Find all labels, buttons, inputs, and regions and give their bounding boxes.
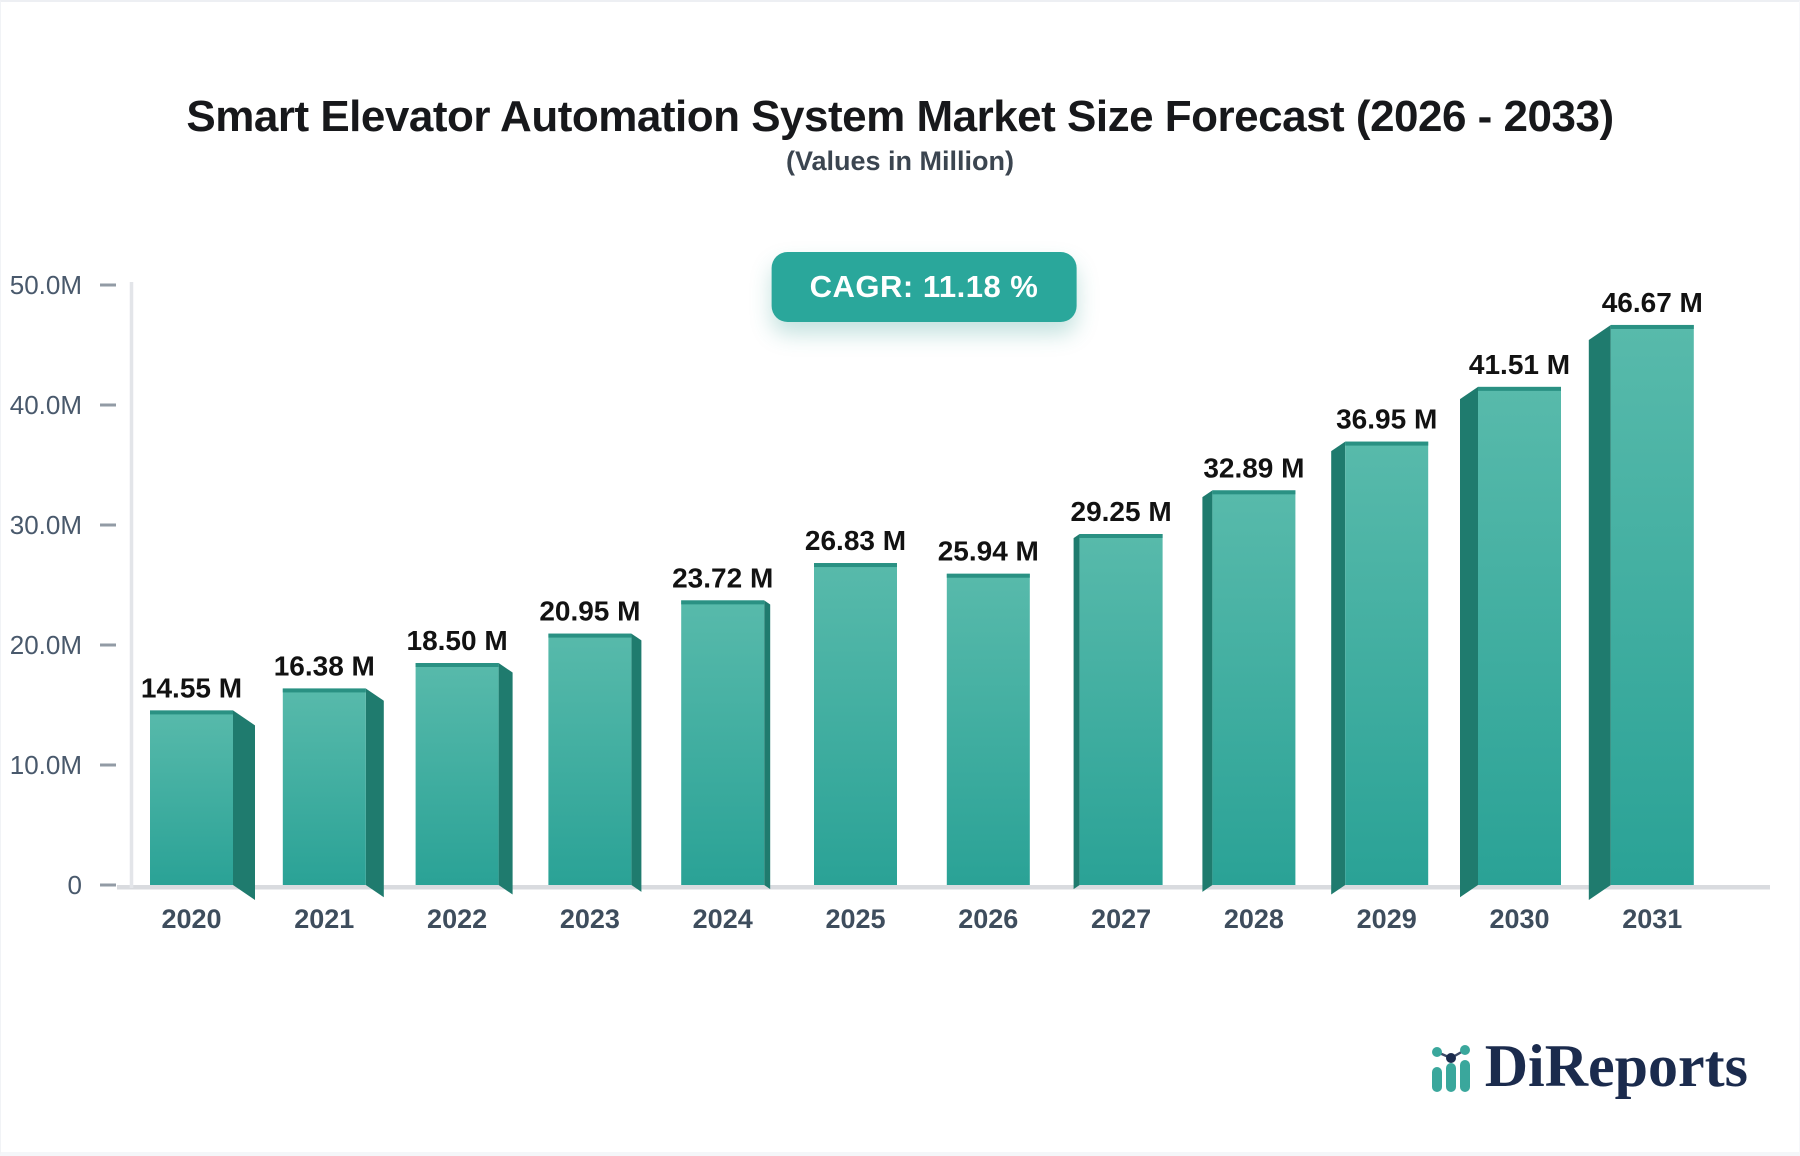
bar-2023: 20.95 M 2023 — [539, 596, 642, 934]
bar-top-edge — [946, 573, 1030, 578]
x-axis-label: 2024 — [693, 904, 753, 934]
bar-2030: 41.51 M 2030 — [1460, 349, 1570, 934]
bar-top-edge — [548, 633, 632, 638]
x-axis-baseline — [117, 885, 1770, 890]
bar-top-edge — [1478, 386, 1561, 391]
bar-front-face — [1345, 441, 1429, 885]
bar-front-face — [1478, 386, 1561, 885]
x-axis-label: 2020 — [161, 904, 221, 934]
bar-side-face — [1073, 534, 1080, 890]
bar-2025: 26.83 M 2025 — [805, 525, 906, 934]
bar-front-face — [282, 688, 366, 885]
bar-top-edge — [1345, 441, 1429, 446]
y-tick-label: 10.0M — [10, 750, 82, 780]
bar-value-label: 16.38 M — [274, 650, 375, 681]
bar-front-face — [1079, 534, 1163, 885]
x-axis-label: 2028 — [1224, 904, 1284, 934]
x-axis-label: 2022 — [427, 904, 487, 934]
chart-subtitle: (Values in Million) — [785, 146, 1015, 176]
bar-top-edge — [415, 663, 499, 667]
bar-front-face — [681, 600, 765, 885]
x-axis-label: 2029 — [1357, 904, 1417, 934]
y-tick-label: 50.0M — [10, 270, 82, 300]
bar-top-edge — [1079, 534, 1163, 538]
bar-2029: 36.95 M 2029 — [1331, 404, 1437, 934]
x-axis-label: 2025 — [825, 904, 885, 934]
bar-front-face — [548, 633, 632, 885]
bar-value-label: 23.72 M — [672, 562, 773, 593]
bar-front-face — [415, 663, 499, 885]
y-tick-label: 20.0M — [10, 630, 82, 660]
x-axis-label: 2023 — [560, 904, 620, 934]
bar-side-face — [1460, 386, 1478, 898]
bar-side-face — [1331, 441, 1346, 895]
bar-2024: 23.72 M 2024 — [672, 562, 773, 934]
bar-front-face — [150, 710, 233, 885]
bar-2022: 18.50 M 2022 — [407, 625, 513, 934]
bar-side-face — [1202, 490, 1213, 892]
bar-front-face — [1212, 490, 1296, 885]
bar-side-face — [365, 688, 384, 898]
bar-value-label: 41.51 M — [1469, 349, 1570, 380]
bar-side-face — [1588, 324, 1611, 901]
bar-2021: 16.38 M 2021 — [274, 650, 384, 934]
bar-2027: 29.25 M 2027 — [1071, 496, 1172, 934]
bar-2026: 25.94 M 2026 — [938, 536, 1039, 934]
direports-logo: DiReports — [1431, 1032, 1748, 1099]
bar-front-face — [814, 563, 897, 885]
bar-value-label: 46.67 M — [1602, 287, 1703, 318]
bar-value-label: 32.89 M — [1203, 452, 1304, 483]
bar-side-face — [233, 710, 255, 900]
bar-top-edge — [1212, 490, 1296, 495]
bar-value-label: 20.95 M — [539, 596, 640, 627]
bar-2020: 14.55 M 2020 — [141, 672, 255, 934]
x-axis-label: 2030 — [1489, 904, 1549, 934]
chart-title: Smart Elevator Automation System Market … — [186, 92, 1614, 141]
bar-top-edge — [282, 688, 366, 693]
bar-front-face — [1610, 324, 1694, 886]
x-axis-label: 2021 — [294, 904, 354, 934]
bar-value-label: 29.25 M — [1071, 496, 1172, 527]
bar-value-label: 18.50 M — [407, 625, 508, 656]
cagr-badge: CAGR: 11.18 % — [771, 252, 1077, 322]
y-tick-label: 30.0M — [10, 510, 82, 540]
bar-2031: 46.67 M 2031 — [1588, 287, 1703, 934]
x-axis-label: 2027 — [1091, 904, 1151, 934]
bar-2028: 32.89 M 2028 — [1202, 452, 1304, 934]
bar-value-label: 36.95 M — [1336, 404, 1437, 435]
y-tick-label: 0 — [68, 870, 82, 900]
bar-top-edge — [150, 710, 233, 715]
y-tick-label: 40.0M — [10, 390, 82, 420]
logo-text: DiReports — [1484, 1032, 1748, 1099]
bar-value-label: 25.94 M — [938, 536, 1039, 567]
bar-side-face — [764, 600, 771, 890]
bar-value-label: 14.55 M — [141, 672, 242, 703]
bar-front-face — [946, 573, 1030, 885]
bar-value-label: 26.83 M — [805, 525, 906, 556]
bar-top-edge — [681, 600, 765, 605]
x-axis-label: 2026 — [958, 904, 1018, 934]
x-axis-label: 2031 — [1622, 904, 1682, 934]
bar-side-face — [631, 633, 642, 892]
bar-top-edge — [1610, 324, 1694, 329]
bar-side-face — [498, 663, 513, 895]
bar-chart-logo-icon — [1431, 1045, 1470, 1092]
bar-top-edge — [814, 563, 897, 568]
